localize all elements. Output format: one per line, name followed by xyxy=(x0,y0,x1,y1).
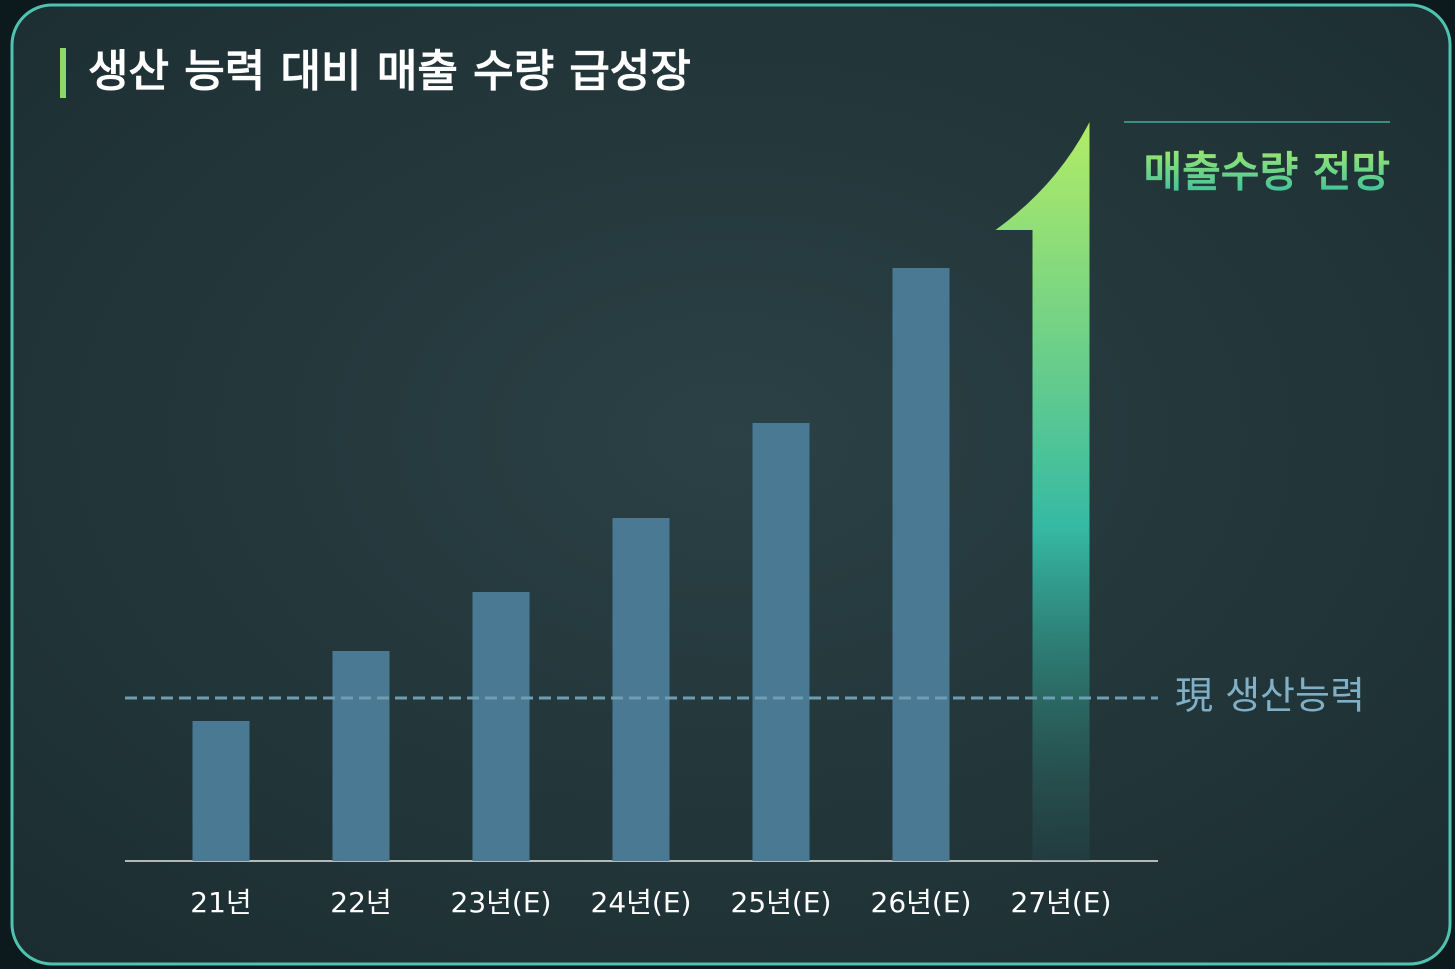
x-tick-label: 21년 xyxy=(190,886,251,919)
title-accent xyxy=(60,48,66,98)
chart-title: 생산 능력 대비 매출 수량 급성장 xyxy=(88,46,691,97)
bar xyxy=(892,268,950,861)
bar xyxy=(192,721,250,861)
x-tick-label: 23년(E) xyxy=(451,886,552,919)
arrow-label: 매출수량 전망 xyxy=(1144,148,1390,197)
forecast-arrow xyxy=(995,122,1090,861)
bar xyxy=(752,423,810,861)
x-tick-label: 22년 xyxy=(330,886,391,919)
x-tick-label: 25년(E) xyxy=(731,886,832,919)
x-tick-label: 26년(E) xyxy=(871,886,972,919)
bar xyxy=(472,592,530,861)
bar xyxy=(332,651,390,861)
bar xyxy=(612,518,670,861)
reference-label: 現 생산능력 xyxy=(1175,674,1365,718)
x-tick-label: 27년(E) xyxy=(1011,886,1112,919)
x-tick-label: 24년(E) xyxy=(591,886,692,919)
